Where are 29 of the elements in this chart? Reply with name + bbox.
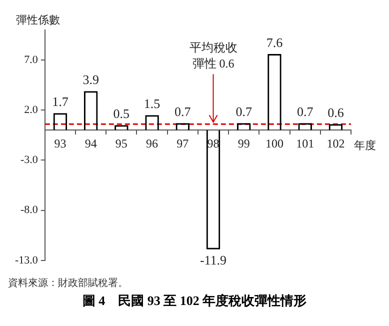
y-tick-label: -8.0 — [20, 204, 38, 216]
data-label: 0.7 — [236, 104, 252, 120]
x-tick-label: 96 — [146, 136, 158, 151]
data-label: 7.6 — [266, 34, 284, 50]
data-label: 0.7 — [296, 104, 314, 120]
data-label: 1.7 — [52, 94, 69, 110]
annotation: 平均稅收彈性 0.6 — [189, 40, 238, 70]
y-tick-label: -13.0 — [14, 254, 38, 266]
text: 圖 4 民國 93 至 102 年度稅收彈性情形 — [81, 292, 308, 310]
x-axis-title: 年度 — [354, 139, 376, 152]
x-tick-label: 100 — [265, 136, 284, 151]
x-tick-label: 102 — [326, 136, 345, 151]
y-tick-label: 7.0 — [24, 54, 38, 66]
y-tick-label: -3.0 — [20, 154, 38, 166]
x-tick-label: 93 — [54, 136, 66, 151]
x-tick-label: 95 — [115, 136, 128, 151]
y-axis-title: 彈性係數 — [16, 14, 60, 26]
x-tick-label: 99 — [238, 136, 250, 151]
data-label: 1.5 — [144, 96, 160, 112]
y-tick-label: 2.0 — [24, 104, 38, 116]
source-note: 資料來源：財政部賦稅署。 — [8, 276, 129, 290]
data-label: 0.5 — [113, 106, 130, 122]
data-label: -11.9 — [200, 252, 227, 268]
data-label: 3.9 — [82, 72, 99, 88]
x-tick-label: 94 — [84, 136, 97, 151]
data-label: 0.6 — [328, 105, 344, 120]
x-tick-label: 97 — [176, 136, 189, 151]
data-label: 0.7 — [174, 104, 192, 120]
x-tick-label: 101 — [296, 136, 314, 151]
